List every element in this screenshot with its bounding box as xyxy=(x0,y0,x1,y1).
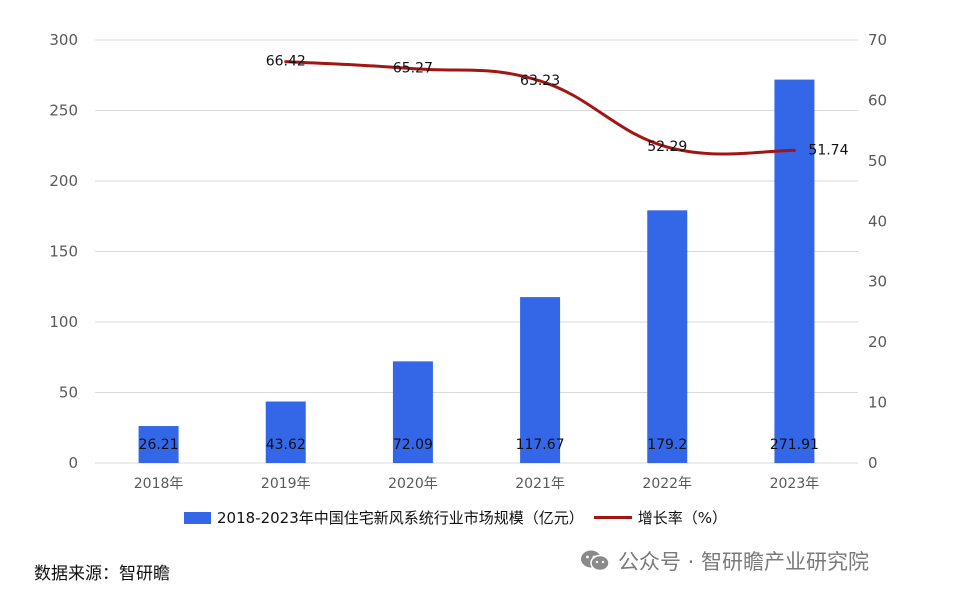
y-tick-label-right: 70 xyxy=(868,31,887,49)
line-data-label: 66.42 xyxy=(266,54,306,70)
y-tick-label-left: 150 xyxy=(49,243,78,261)
growth-rate-line xyxy=(284,60,796,156)
line-data-label: 52.29 xyxy=(647,139,687,155)
watermark-text: 公众号 · 智研瞻产业研究院 xyxy=(618,550,870,574)
legend-bar-label: 2018-2023年中国住宅新风系统行业市场规模（亿元） xyxy=(217,509,584,527)
bar-data-label: 43.62 xyxy=(266,437,306,453)
bar-data-label: 271.91 xyxy=(770,437,819,453)
y-tick-label-right: 40 xyxy=(868,212,887,230)
y-axis-left: 0 50 100 150 200 250 300 xyxy=(49,31,78,472)
y-tick-label-right: 10 xyxy=(868,394,887,412)
bar-data-label: 72.09 xyxy=(393,437,433,453)
bar xyxy=(265,401,306,463)
y-axis-right: 0 10 20 30 40 50 60 70 xyxy=(868,31,887,472)
bar-data-label: 117.67 xyxy=(516,437,565,453)
wechat-icon xyxy=(580,549,610,573)
source-note: 数据来源：智研瞻 xyxy=(34,564,170,584)
x-tick-label: 2020年 xyxy=(388,476,438,492)
y-tick-label-left: 250 xyxy=(49,102,78,120)
y-tick-label-left: 300 xyxy=(49,31,78,49)
gridlines xyxy=(95,39,858,464)
legend-line-label: 增长率（%） xyxy=(637,509,728,527)
y-tick-label-left: 100 xyxy=(49,313,78,331)
line-data-label: 65.27 xyxy=(393,61,433,77)
watermark: 公众号 · 智研瞻产业研究院 xyxy=(580,546,869,576)
bar xyxy=(138,426,179,463)
bar xyxy=(392,361,433,463)
line-series xyxy=(284,60,796,156)
line-data-label: 63.23 xyxy=(520,73,560,89)
bar xyxy=(647,210,688,463)
y-tick-label-right: 0 xyxy=(868,454,878,472)
y-tick-label-left: 50 xyxy=(59,384,78,402)
bar-series xyxy=(138,79,815,463)
x-tick-label: 2022年 xyxy=(642,476,692,492)
y-tick-label-right: 20 xyxy=(868,333,887,351)
bar xyxy=(520,297,561,463)
bar-data-label: 26.21 xyxy=(139,437,179,453)
x-tick-label: 2019年 xyxy=(261,476,311,492)
chart: 26.21 43.62 72.09 117.67 179.2 271.91 66.42 65.… xyxy=(49,31,887,492)
y-tick-label-left: 200 xyxy=(49,172,78,190)
x-tick-label: 2021年 xyxy=(515,476,565,492)
bar-data-label: 179.2 xyxy=(647,437,687,453)
bar xyxy=(774,79,815,463)
legend-line-swatch xyxy=(593,516,632,519)
y-tick-label-right: 30 xyxy=(868,273,887,291)
y-tick-label-right: 60 xyxy=(868,91,887,109)
legend-bar-swatch xyxy=(184,511,211,524)
data-labels: 26.21 43.62 72.09 117.67 179.2 271.91 66.42 65.… xyxy=(139,54,849,453)
line-data-label: 51.74 xyxy=(808,142,848,158)
x-tick-label: 2023年 xyxy=(770,476,820,492)
x-axis: 2018年 2019年 2020年 2021年 2022年 2023年 xyxy=(134,476,819,492)
y-tick-label-right: 50 xyxy=(868,152,887,170)
x-tick-label: 2018年 xyxy=(134,476,184,492)
legend: 2018-2023年中国住宅新风系统行业市场规模（亿元） 增长率（%） xyxy=(184,507,727,528)
y-tick-label-left: 0 xyxy=(68,454,78,472)
